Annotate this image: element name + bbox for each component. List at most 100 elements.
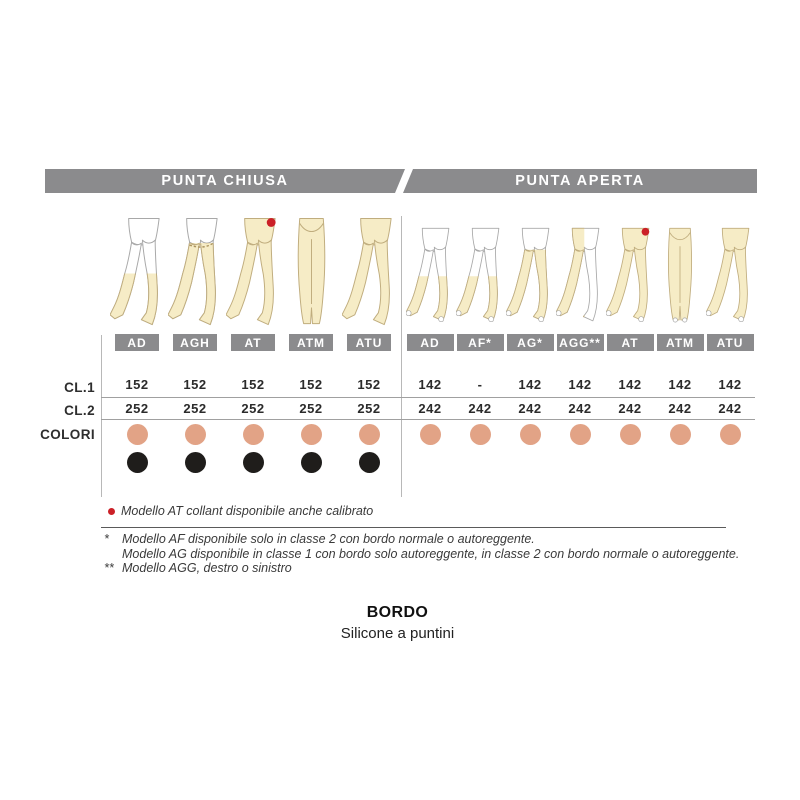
column-open-atm: ATM 142 242	[655, 215, 705, 476]
red-footnote: Modello AT collant disponibile anche cal…	[108, 504, 373, 518]
color-dot-beige	[419, 423, 441, 445]
double-asterisk-marker: **	[104, 561, 114, 575]
asterisk-marker: *	[104, 532, 109, 546]
knee-high-open-icon	[456, 227, 500, 323]
column-open-at: AT 142 242	[605, 215, 655, 476]
color-dot-beige	[619, 423, 641, 445]
table-left-border	[101, 335, 102, 497]
cl2-value: 242	[468, 400, 492, 416]
leg-illustration-agg-open	[556, 215, 604, 334]
color-dot-black	[358, 452, 380, 473]
column-closed-atu: ATU 152 252	[340, 215, 398, 476]
color-dot-beige	[358, 423, 380, 445]
cl2-value: 242	[418, 400, 442, 416]
leg-illustration-ag-open	[506, 215, 554, 334]
one-leg-tights-icon	[556, 227, 600, 322]
color-dot-beige	[126, 423, 148, 445]
model-badge: ATM	[289, 334, 333, 351]
footnote-af: Modello AF disponibile solo in classe 2 …	[122, 532, 535, 546]
red-bullet-icon	[108, 507, 115, 515]
column-open-atu: ATU 142 242	[705, 215, 755, 476]
color-dot-beige	[300, 423, 322, 445]
bordo-subtitle: Silicone a puntini	[340, 625, 455, 642]
knee-high-closed-icon	[109, 218, 160, 326]
cl2-value: 252	[299, 400, 323, 416]
row-label-colori: COLORI	[40, 427, 95, 442]
color-dot-beige	[184, 423, 206, 445]
open-toe-table: AD 142 242 AF* - 242	[405, 215, 755, 476]
table-divider	[401, 216, 402, 497]
red-footnote-text: Modello AT collant disponibile anche cal…	[121, 504, 374, 518]
leg-illustration-atu-open	[706, 215, 754, 334]
column-open-agg: AGG** 142 242	[555, 215, 605, 476]
column-closed-ad: AD 152 252	[108, 215, 166, 476]
model-badge: AG*	[506, 334, 554, 351]
leg-illustration-at-closed	[225, 215, 281, 334]
cl1-value: 152	[357, 377, 381, 392]
color-dot-beige	[719, 423, 741, 445]
column-closed-agh: AGH 152 252	[166, 215, 224, 476]
closed-toe-table: AD 152 252 AGH 152 252	[108, 215, 398, 476]
color-dot-black	[242, 452, 264, 473]
cl1-value: 152	[125, 377, 149, 392]
footnotes-block: * Modello AF disponibile solo in classe …	[104, 532, 739, 576]
color-dot-black	[184, 452, 206, 473]
cl1-value: 142	[618, 377, 642, 392]
color-dot-beige	[519, 423, 541, 445]
cl2-value: 252	[183, 400, 207, 416]
model-badge: AT	[606, 334, 654, 351]
tights-front-icon	[297, 218, 325, 325]
cl2-value: 242	[618, 400, 642, 416]
column-closed-atm: ATM 152 252	[282, 215, 340, 476]
row-label-cl1: CL.1	[64, 380, 95, 395]
cl1-value: 152	[241, 377, 265, 392]
cl1-underline	[101, 397, 755, 398]
column-closed-at: AT 152 252	[224, 215, 282, 476]
color-dot-black	[300, 452, 322, 473]
leg-illustration-atm-open	[656, 215, 704, 334]
column-open-ag: AG* 142 242	[505, 215, 555, 476]
footnote-ag: Modello AG disponibile in classe 1 con b…	[122, 546, 740, 561]
punta-aperta-title: PUNTA APERTA	[515, 173, 645, 189]
leg-illustration-af-open	[456, 215, 504, 334]
leg-illustration-atm-closed	[284, 215, 339, 334]
pantyhose-reddot-icon	[225, 218, 276, 326]
cl2-value: 242	[668, 400, 692, 416]
footnote-separator	[101, 527, 726, 528]
thigh-high-open-icon	[506, 227, 550, 323]
leg-illustration-at-open	[606, 215, 654, 334]
cl1-value: 142	[418, 377, 442, 392]
row-label-cl2: CL.2	[64, 403, 95, 418]
cl1-value: -	[477, 377, 483, 392]
leg-illustration-ad-closed	[109, 215, 165, 334]
color-dot-beige	[669, 423, 691, 445]
leg-illustration-ad-open	[406, 215, 454, 334]
cl1-value: 142	[718, 377, 742, 392]
cl2-value: 252	[241, 400, 265, 416]
leg-illustration-atu-closed	[341, 215, 397, 334]
tights-side-icon	[341, 218, 392, 326]
header-bar-punta-chiusa: PUNTA CHIUSA	[45, 169, 405, 193]
model-badge: AD	[115, 334, 159, 351]
color-dot-beige	[469, 423, 491, 445]
cl2-value: 252	[125, 400, 149, 416]
cl1-value: 142	[668, 377, 692, 392]
model-badge: AD	[406, 334, 454, 351]
column-open-ad: AD 142 242	[405, 215, 455, 476]
cl2-underline	[101, 419, 755, 420]
bordo-caption: BORDO Silicone a puntini	[0, 604, 795, 642]
cl2-value: 242	[518, 400, 542, 416]
leg-illustration-agh-closed	[167, 215, 223, 334]
cl1-value: 152	[299, 377, 323, 392]
punta-chiusa-title: PUNTA CHIUSA	[161, 173, 289, 189]
color-dot-beige	[569, 423, 591, 445]
column-open-af: AF* - 242	[455, 215, 505, 476]
footnote-row: ** Modello AGG, destro o sinistro	[104, 561, 739, 576]
header-bar-punta-aperta: PUNTA APERTA	[403, 169, 757, 193]
color-dot-black	[126, 452, 148, 473]
footnote-row: * Modello AF disponibile solo in classe …	[104, 532, 739, 547]
cl2-value: 242	[568, 400, 592, 416]
pantyhose-reddot-icon	[606, 227, 650, 323]
bordo-title: BORDO	[366, 604, 429, 621]
